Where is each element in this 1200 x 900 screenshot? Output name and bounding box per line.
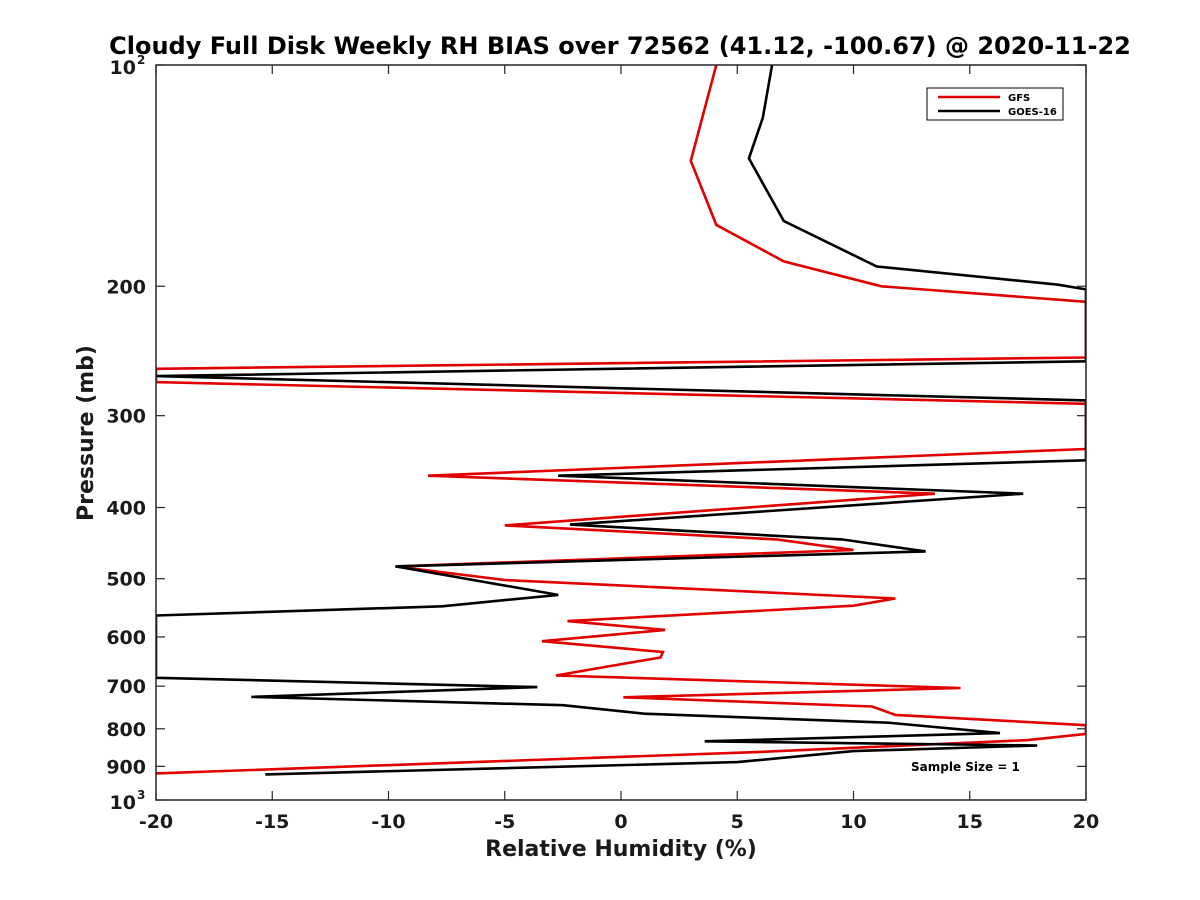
plot-frame [155,64,1087,801]
y-tick-label: 800 [106,719,146,741]
x-axis-label: Relative Humidity (%) [485,837,757,862]
x-tick-label: 0 [614,811,627,833]
chart-title: Cloudy Full Disk Weekly RH BIAS over 725… [109,32,1131,60]
y-tick-exponent: 3 [137,788,145,802]
y-axis-label: Pressure (mb) [74,345,99,521]
y-tick-label: 600 [106,627,146,649]
x-tick-label: 20 [1073,811,1099,833]
y-tick-label: 10 [110,57,136,79]
y-tick-exponent: 2 [137,53,145,67]
y-tick-label: 900 [106,756,146,778]
plot-area [156,65,1086,800]
x-tick-label: -10 [371,811,405,833]
y-tick-label: 10 [110,792,136,814]
sample-size-annotation: Sample Size = 1 [911,760,1020,774]
legend: GFS GOES-16 [926,87,1064,121]
series-line-goes16 [156,65,1086,776]
x-tick-label: 10 [840,811,866,833]
y-tick-label: 700 [106,676,146,698]
x-axis-ticks: -20 -15 -10 -5 0 5 10 15 20 [139,65,1099,833]
x-tick-label: -15 [255,811,289,833]
x-tick-label: -5 [494,811,515,833]
y-tick-label: 300 [106,406,146,428]
series-line-gfs [156,65,1086,775]
x-tick-label: 5 [731,811,744,833]
y-tick-label: 400 [106,498,146,520]
legend-label-goes16: GOES-16 [1008,107,1057,118]
y-tick-label: 200 [106,276,146,298]
y-tick-label: 500 [106,569,146,591]
x-tick-label: -20 [139,811,173,833]
x-tick-label: 15 [957,811,983,833]
legend-label-gfs: GFS [1008,93,1030,104]
legend-box [926,87,1064,121]
series-layer [156,65,1086,776]
